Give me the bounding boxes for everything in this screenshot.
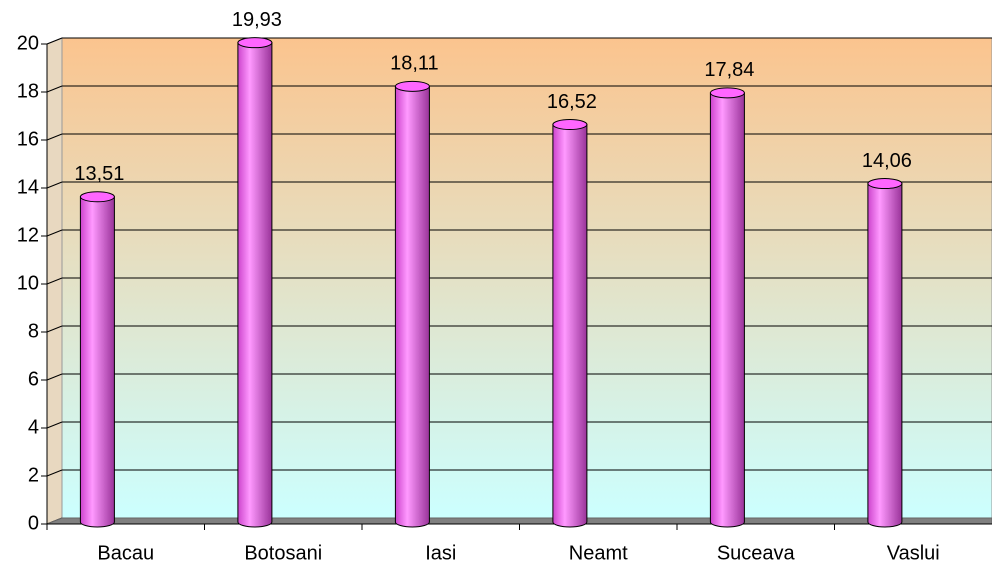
grid-line [46,37,63,45]
bar [552,119,588,528]
y-tick-label: 14 [17,176,39,198]
y-tick-label: 20 [17,32,39,54]
bar-cap [237,37,273,49]
grid-line [46,373,63,381]
y-tick-label: 8 [28,320,39,342]
bar-body [867,183,903,528]
bar [394,80,430,528]
grid-line [46,277,63,285]
grid-line [46,421,63,429]
grid-line [46,469,63,477]
bar-body [394,85,430,528]
x-tick-label: Neamt [569,542,628,563]
bar-body [79,196,115,528]
value-label: 17,84 [704,59,754,81]
floor [46,517,992,525]
bar-body [709,92,745,528]
y-tick-label: 6 [28,368,39,390]
y-tick-label: 12 [17,224,39,246]
y-tick-label: 4 [28,416,39,438]
x-tick-label: Bacau [97,542,154,563]
value-label: 14,06 [862,150,912,172]
grid-line [46,229,63,237]
value-label: 19,93 [232,9,282,31]
bar-cap [709,87,745,99]
bar-body [237,42,273,528]
x-tick-label: Vaslui [887,542,940,563]
y-tick-label: 16 [17,128,39,150]
bar-cap [552,119,588,131]
value-label: 13,51 [74,163,124,185]
y-tick-label: 2 [28,464,39,486]
bar [867,178,903,528]
bar-body [552,124,588,528]
x-tick-label: Suceava [717,542,796,563]
grid-line [46,133,63,141]
grid-line [46,181,63,189]
grid-line [46,325,63,333]
x-tick-label: Iasi [425,542,456,563]
grid-line [46,85,63,93]
bar-cap [79,191,115,203]
bar [79,191,115,528]
bar [237,37,273,528]
value-label: 18,11 [390,53,439,75]
bar-cap [394,80,430,92]
value-label: 16,52 [547,91,597,113]
x-tick-label: Botosani [244,542,322,563]
y-tick-label: 0 [28,512,39,534]
y-tick-label: 18 [17,80,39,102]
y-tick-label: 10 [17,272,39,294]
bar [709,87,745,528]
bar-cap [867,178,903,190]
